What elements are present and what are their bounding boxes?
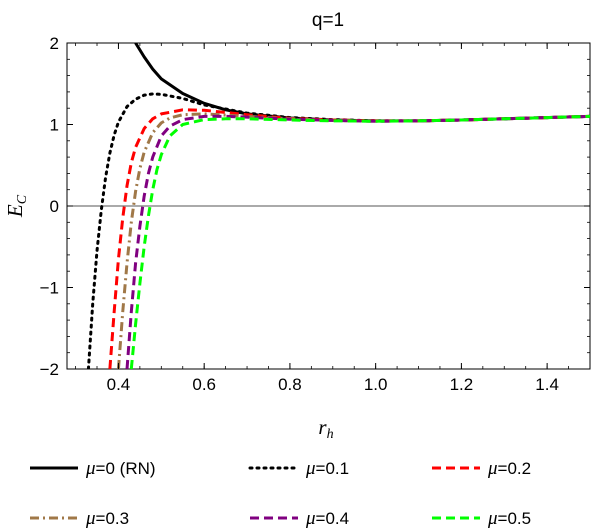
- x-tick-label: 0.6: [192, 375, 216, 394]
- x-tick-label: 0.4: [107, 375, 131, 394]
- y-tick-label: 0: [50, 197, 59, 216]
- y-tick-label: 1: [50, 116, 59, 135]
- legend-label-3: μ=0.3: [85, 508, 129, 529]
- ticks-layer: 0.4 0.6 0.8 1.0 1.2 1.4 −2 −1 0 1 2: [40, 34, 590, 394]
- legend-label-2: μ=0.2: [487, 458, 531, 479]
- x-tick-label: 1.2: [450, 375, 474, 394]
- y-tick-label: −1: [40, 279, 59, 298]
- y-tick-label: 2: [50, 34, 59, 53]
- x-tick-label: 0.8: [278, 375, 302, 394]
- legend-label-1: μ=0.1: [305, 458, 349, 479]
- x-axis-label: rh: [318, 415, 333, 442]
- x-tick-label: 1.4: [535, 375, 559, 394]
- legend: μ=0 (RN) μ=0.1 μ=0.2 μ=0.3 μ=0.4 μ=0.5: [30, 458, 531, 529]
- series-line-3: [116, 112, 590, 369]
- legend-label-5: μ=0.5: [487, 508, 531, 529]
- legend-label-0: μ=0 (RN): [85, 458, 156, 479]
- legend-label-4: μ=0.4: [305, 508, 349, 529]
- series-line-5: [129, 114, 590, 369]
- series-line-4: [125, 114, 590, 369]
- chart-title: q=1: [312, 10, 344, 31]
- y-axis-label: EC: [3, 194, 30, 218]
- series-layer: [86, 43, 590, 369]
- series-line-1: [86, 92, 590, 369]
- series-line-2: [108, 108, 590, 369]
- x-tick-label: 1.0: [364, 375, 388, 394]
- y-tick-label: −2: [40, 360, 59, 379]
